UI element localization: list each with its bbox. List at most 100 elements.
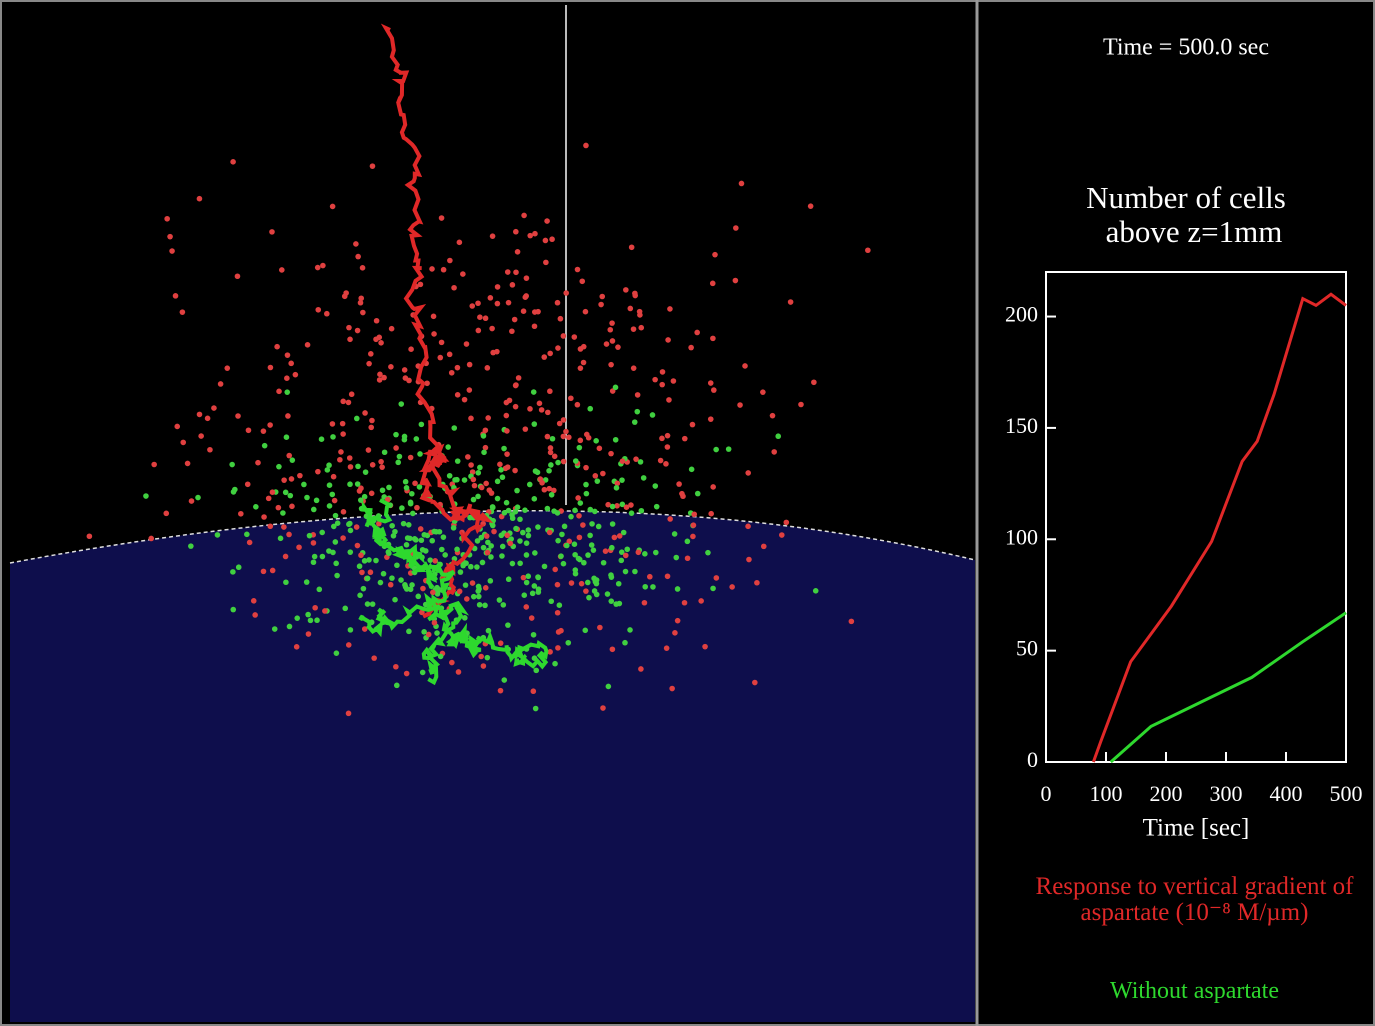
cell (635, 549, 642, 556)
cell (378, 458, 384, 465)
cell (488, 543, 494, 549)
cell (664, 432, 671, 439)
cell (505, 507, 512, 514)
cell (589, 521, 595, 527)
cell (561, 523, 568, 530)
cell (535, 589, 542, 595)
cell (583, 481, 589, 488)
cell (563, 290, 570, 296)
cell (499, 553, 505, 559)
cell (592, 473, 599, 479)
cell (396, 453, 403, 460)
cell (169, 248, 175, 254)
cell (217, 381, 224, 387)
cell (504, 532, 511, 539)
cell (512, 382, 519, 389)
cell (670, 378, 677, 384)
cell (401, 433, 408, 440)
cell (283, 579, 289, 586)
cell (494, 478, 501, 485)
cell (252, 612, 258, 618)
cell (515, 375, 522, 381)
cell (538, 407, 545, 413)
cell (455, 669, 462, 675)
cell (549, 435, 556, 442)
cell (315, 468, 321, 475)
cell (514, 487, 520, 494)
cell (329, 421, 336, 427)
cell (304, 494, 310, 501)
cell (313, 497, 320, 504)
cell (527, 232, 534, 239)
cell (698, 598, 704, 604)
cell (294, 615, 301, 621)
cell (360, 585, 367, 592)
cell (326, 462, 332, 469)
cell (711, 387, 717, 393)
x-tick-label: 0 (1041, 781, 1052, 806)
cell (504, 451, 510, 457)
cell (364, 601, 371, 607)
cell (289, 503, 295, 510)
cell (563, 428, 569, 435)
cell (619, 501, 626, 508)
cell (593, 438, 599, 444)
cell (713, 575, 720, 581)
cell (446, 472, 453, 479)
cell (609, 320, 615, 326)
cell (690, 522, 697, 528)
cell (517, 538, 523, 544)
cell (413, 537, 419, 543)
cell (713, 446, 719, 453)
cell (496, 597, 503, 603)
cell (520, 308, 527, 314)
cell (556, 420, 563, 427)
cell (600, 705, 606, 711)
cell (297, 472, 303, 479)
cell (574, 401, 581, 408)
cell (148, 535, 155, 542)
cell (469, 580, 476, 586)
cell (348, 391, 355, 398)
cell (551, 453, 558, 460)
cell (587, 532, 593, 539)
cell (288, 476, 295, 482)
cell (779, 532, 785, 538)
cell (475, 493, 481, 500)
cell (354, 327, 361, 334)
cell (430, 313, 437, 320)
cell (614, 503, 620, 509)
trajectory (361, 498, 470, 686)
cell (265, 495, 272, 502)
cell (632, 290, 638, 297)
cell (480, 544, 487, 551)
cell (466, 387, 473, 393)
cell (504, 269, 511, 275)
cell (798, 401, 804, 408)
cell (609, 521, 616, 527)
cell (583, 431, 590, 438)
cell (630, 326, 637, 332)
cell (468, 563, 474, 570)
cell (605, 683, 612, 690)
cell (576, 444, 583, 451)
cell (484, 654, 491, 661)
cell (760, 543, 767, 550)
cell (499, 474, 506, 481)
cell (353, 415, 360, 422)
cell (326, 503, 333, 509)
cell (691, 511, 698, 518)
cell (520, 529, 526, 536)
cell (418, 421, 425, 428)
cell (577, 500, 584, 506)
cell (388, 325, 395, 332)
cell (271, 626, 278, 632)
cell (513, 525, 519, 532)
cell (571, 334, 578, 340)
cell (536, 400, 543, 407)
cell (404, 535, 411, 541)
cell (712, 251, 718, 258)
cell (362, 469, 369, 475)
